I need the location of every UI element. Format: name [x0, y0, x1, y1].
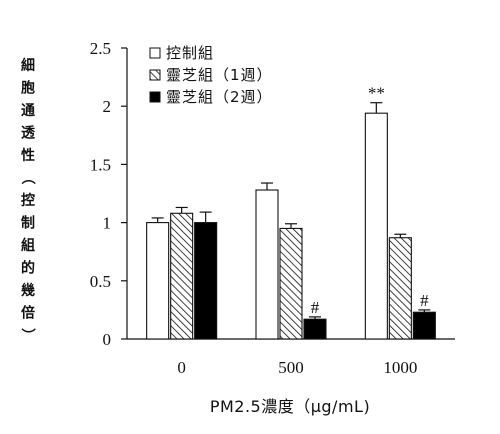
y-label-char: 的	[21, 260, 35, 277]
y-label-char: ）	[19, 328, 35, 342]
legend-swatch	[149, 91, 161, 103]
y-label-char: 通	[21, 103, 35, 119]
legend-label: 控制組	[166, 44, 214, 62]
bar	[146, 222, 170, 340]
y-ticks: 0 0.5 1 1.5 2 2.5	[90, 39, 127, 349]
y-label-char: 制	[21, 215, 35, 232]
x-tick-label: 0	[177, 358, 186, 377]
y-tick-label: 2.5	[90, 39, 111, 58]
y-label-char: 幾	[21, 282, 35, 299]
y-label-char: （	[19, 171, 35, 185]
y-label-char: 倍	[21, 305, 35, 322]
bar	[303, 318, 327, 340]
x-tick-label: 1000	[383, 358, 417, 377]
y-tick-label: 1.5	[90, 155, 111, 174]
y-tick-label: 1	[103, 214, 112, 233]
bar	[279, 227, 303, 340]
legend-swatch	[149, 69, 161, 81]
significance-marker: #	[420, 291, 429, 310]
bars	[146, 102, 436, 340]
y-tick-label: 0.5	[90, 272, 111, 291]
y-label-char: 透	[21, 126, 36, 142]
bar	[364, 112, 388, 340]
y-tick-label: 0	[103, 330, 112, 349]
bar	[194, 222, 218, 340]
x-tick-label: 500	[278, 358, 304, 377]
bar	[388, 237, 412, 340]
bar	[412, 311, 436, 340]
bar	[255, 189, 279, 340]
legend-label: 靈芝組（2週）	[166, 88, 273, 106]
significance-marker: **	[368, 84, 385, 103]
significance-marker: #	[311, 298, 320, 317]
y-label-char: 性	[21, 147, 35, 164]
legend-swatch	[149, 47, 161, 59]
annotations: ** # #	[311, 84, 429, 317]
legend-label: 靈芝組（1週）	[166, 66, 273, 84]
y-label-char: 細	[21, 57, 35, 74]
y-tick-label: 2	[103, 97, 112, 116]
y-label-char: 胞	[20, 80, 35, 97]
y-label-char: 組	[21, 237, 35, 254]
x-ticks: 0 500 1000	[177, 358, 417, 377]
bar	[170, 212, 194, 340]
y-label-char: 控	[21, 192, 35, 209]
x-axis-label: PM2.5濃度（μg/mL)	[210, 397, 370, 416]
